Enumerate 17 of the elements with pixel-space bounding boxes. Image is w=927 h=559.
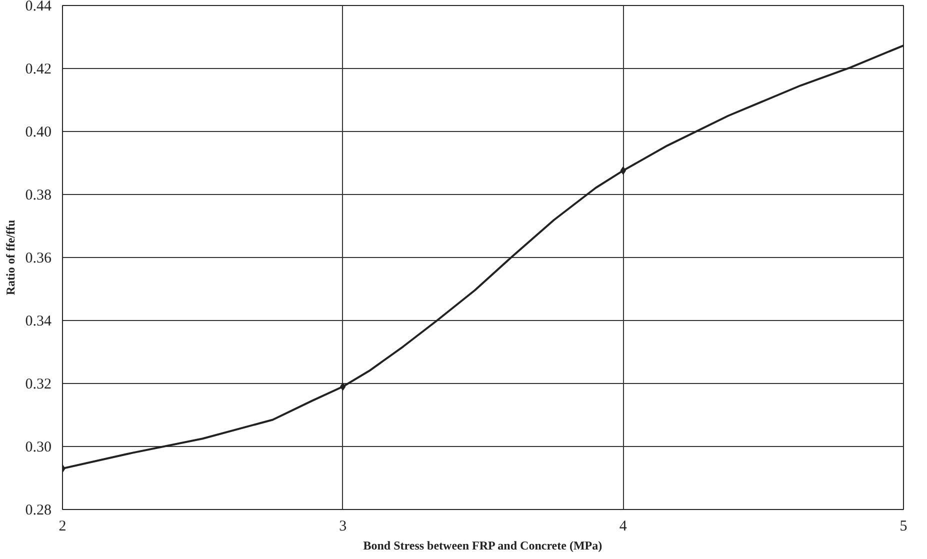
y-tick-label: 0.34: [25, 314, 52, 330]
y-axis-title: Ratio of ffe/ffu: [3, 220, 18, 296]
y-tick-label: 0.32: [25, 376, 52, 392]
y-tick-label: 0.40: [25, 124, 52, 140]
x-axis-title: Bond Stress between FRP and Concrete (MPa): [363, 538, 602, 552]
x-tick-label: 5: [900, 518, 908, 534]
point: [620, 166, 626, 175]
y-tick-label: 0.44: [25, 0, 52, 14]
y-tick-label: 0.30: [25, 440, 52, 456]
y-tick-label: 0.38: [25, 188, 52, 204]
x-tick-label: 2: [58, 518, 66, 534]
y-tick-label: 0.28: [25, 502, 52, 518]
y-tick-label: 0.36: [25, 250, 52, 266]
x-tick-label: 3: [339, 518, 347, 534]
y-tick-label: 0.42: [25, 62, 52, 78]
point: [340, 382, 346, 391]
x-tick-label: 4: [619, 518, 628, 534]
